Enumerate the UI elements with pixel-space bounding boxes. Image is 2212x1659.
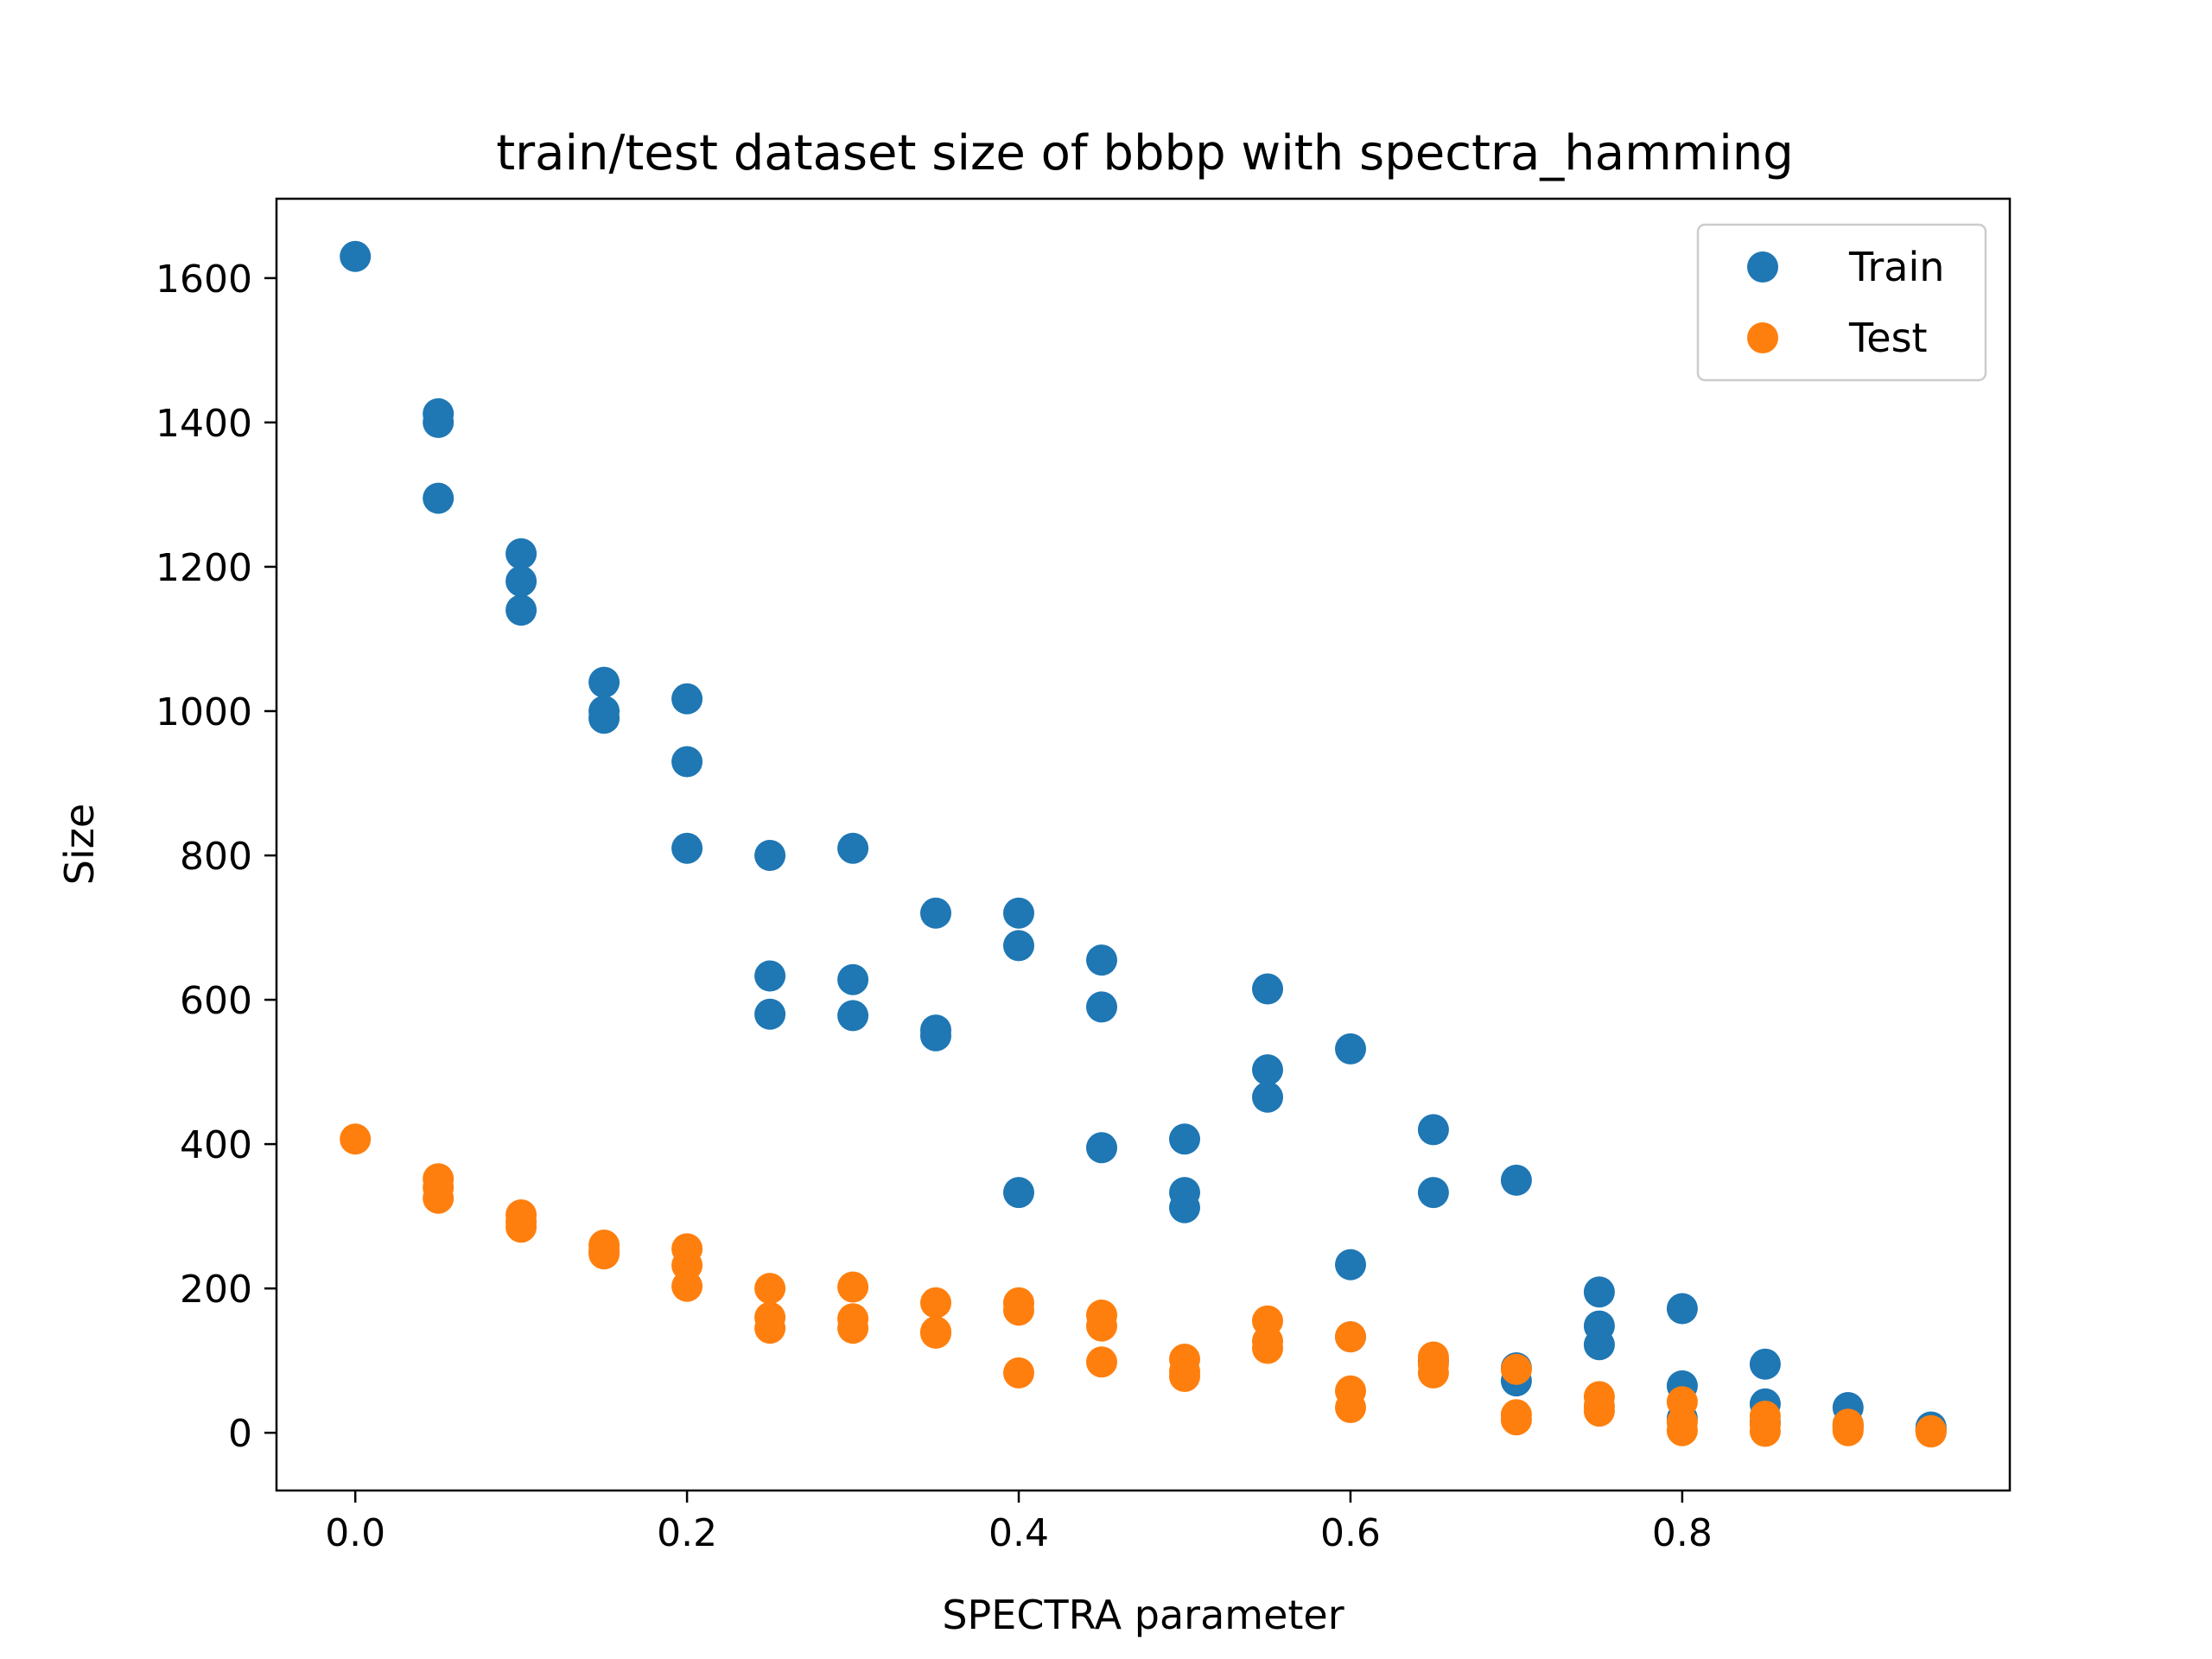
test-point-16 bbox=[837, 1271, 869, 1303]
y-tick-label-0: 0 bbox=[228, 1412, 252, 1456]
train-point-45 bbox=[1583, 1329, 1615, 1361]
train-point-35 bbox=[1335, 1249, 1366, 1281]
y-tick-label-8: 1600 bbox=[156, 257, 252, 302]
test-point-42 bbox=[1500, 1404, 1532, 1436]
train-point-49 bbox=[1749, 1348, 1781, 1380]
train-point-37 bbox=[1417, 1114, 1449, 1146]
test-point-48 bbox=[1666, 1414, 1698, 1446]
test-point-36 bbox=[1335, 1392, 1366, 1423]
x-tick-label-2: 0.4 bbox=[988, 1511, 1049, 1555]
test-point-51 bbox=[1749, 1415, 1781, 1447]
train-point-7 bbox=[588, 666, 620, 698]
train-point-12 bbox=[671, 832, 703, 864]
train-point-19 bbox=[920, 897, 951, 929]
test-point-54 bbox=[1832, 1414, 1864, 1446]
train-point-43 bbox=[1583, 1276, 1615, 1308]
train-point-34 bbox=[1335, 1033, 1366, 1065]
train-point-38 bbox=[1417, 1177, 1449, 1209]
train-point-14 bbox=[754, 960, 786, 992]
test-point-27 bbox=[1086, 1346, 1117, 1378]
test-point-13 bbox=[754, 1273, 786, 1305]
plot-frame bbox=[275, 197, 2012, 1492]
train-point-3 bbox=[423, 482, 454, 514]
test-point-24 bbox=[1003, 1357, 1034, 1389]
y-tick-label-1: 200 bbox=[180, 1268, 252, 1312]
train-point-9 bbox=[588, 702, 620, 734]
x-tick-label-1: 0.2 bbox=[657, 1511, 717, 1555]
train-point-46 bbox=[1666, 1293, 1698, 1325]
test-point-33 bbox=[1252, 1332, 1283, 1364]
train-point-27 bbox=[1086, 1132, 1117, 1164]
train-point-21 bbox=[920, 1020, 951, 1052]
legend-label-train: Train bbox=[1848, 244, 1944, 290]
test-point-39 bbox=[1417, 1357, 1449, 1389]
data-points bbox=[340, 240, 1947, 1448]
train-point-13 bbox=[754, 840, 786, 871]
train-point-31 bbox=[1252, 973, 1283, 1005]
train-point-22 bbox=[1003, 897, 1034, 929]
train-point-28 bbox=[1169, 1123, 1200, 1155]
train-point-5 bbox=[505, 565, 537, 597]
test-point-3 bbox=[423, 1182, 454, 1214]
train-point-4 bbox=[505, 537, 537, 569]
test-point-0 bbox=[340, 1123, 372, 1155]
legend-label-test: Test bbox=[1848, 315, 1928, 361]
train-point-0 bbox=[340, 240, 372, 272]
test-point-21 bbox=[920, 1317, 951, 1349]
x-tick-label-4: 0.8 bbox=[1652, 1511, 1713, 1555]
axis-ticks: 0.0 0.2 0.4 0.6 0.8 0 200 400 600 800 1000 1200 1400… bbox=[156, 257, 1713, 1555]
y-tick-label-5: 1000 bbox=[156, 690, 252, 734]
train-point-23 bbox=[1003, 930, 1034, 962]
legend-marker-train bbox=[1747, 251, 1778, 283]
train-point-18 bbox=[837, 1000, 869, 1032]
test-point-40 bbox=[1500, 1353, 1532, 1385]
train-point-16 bbox=[837, 832, 869, 864]
train-point-33 bbox=[1252, 1081, 1283, 1113]
test-point-15 bbox=[754, 1313, 786, 1344]
test-point-18 bbox=[837, 1313, 869, 1344]
train-point-10 bbox=[671, 683, 703, 715]
test-point-23 bbox=[1003, 1294, 1034, 1326]
y-tick-label-3: 600 bbox=[180, 979, 252, 1023]
train-point-17 bbox=[837, 963, 869, 995]
train-point-24 bbox=[1003, 1177, 1034, 1209]
chart-title: train/test dataset size of bbbp with spe… bbox=[496, 125, 1794, 181]
train-point-6 bbox=[505, 594, 537, 626]
train-point-15 bbox=[754, 998, 786, 1030]
train-point-11 bbox=[671, 746, 703, 778]
train-point-30 bbox=[1169, 1192, 1200, 1224]
test-point-30 bbox=[1169, 1361, 1200, 1392]
legend: Train Test bbox=[1696, 223, 1987, 382]
y-tick-label-4: 800 bbox=[180, 835, 252, 879]
y-tick-label-2: 400 bbox=[180, 1123, 252, 1167]
train-point-26 bbox=[1086, 991, 1117, 1023]
plot-area bbox=[276, 199, 2010, 1491]
test-point-57 bbox=[1915, 1416, 1947, 1448]
train-point-32 bbox=[1252, 1054, 1283, 1086]
y-tick-label-7: 1400 bbox=[156, 402, 252, 446]
legend-marker-test bbox=[1747, 322, 1778, 353]
test-point-6 bbox=[505, 1211, 537, 1243]
y-tick-label-6: 1200 bbox=[156, 546, 252, 590]
y-axis-label: Size bbox=[56, 804, 103, 885]
x-tick-label-3: 0.6 bbox=[1320, 1511, 1381, 1555]
train-point-25 bbox=[1086, 944, 1117, 976]
test-point-12 bbox=[671, 1270, 703, 1302]
x-axis-label: SPECTRA parameter bbox=[942, 1592, 1344, 1638]
x-tick-label-0: 0.0 bbox=[325, 1511, 385, 1555]
test-point-19 bbox=[920, 1287, 951, 1319]
test-point-34 bbox=[1335, 1321, 1366, 1353]
train-point-2 bbox=[423, 406, 454, 438]
train-point-40 bbox=[1500, 1164, 1532, 1196]
test-point-45 bbox=[1583, 1395, 1615, 1427]
test-point-9 bbox=[588, 1238, 620, 1270]
test-point-26 bbox=[1086, 1310, 1117, 1342]
